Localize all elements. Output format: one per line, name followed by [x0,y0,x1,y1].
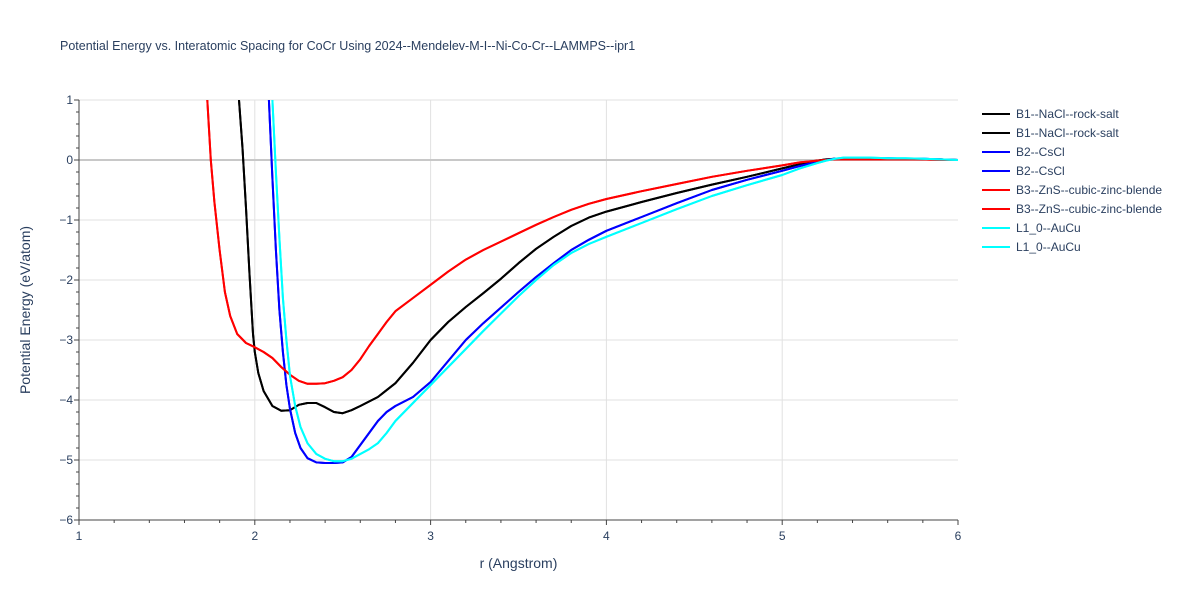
y-tick-label: 0 [66,153,73,167]
y-tick-label: −4 [59,393,73,407]
grid-layer [79,99,958,520]
y-tick-label: −5 [59,453,73,467]
legend-item[interactable]: B1--NaCl--rock-salt [982,126,1119,140]
legend-label: B1--NaCl--rock-salt [1016,126,1119,140]
legend-item[interactable]: B2--CsCl [982,164,1065,178]
x-tick-label: 6 [955,529,962,543]
series-line-8 [271,100,958,463]
legend-label: L1_0--AuCu [1016,240,1081,254]
legend-label: B3--ZnS--cubic-zinc-blende [1016,183,1162,197]
legend-label: B2--CsCl [1016,164,1065,178]
y-tick-label: 1 [66,93,73,107]
chart-title: Potential Energy vs. Interatomic Spacing… [60,39,635,53]
ticks-layer: 1 2 3 4 5 6 −6 −5 −4 −3 −2 −1 0 1 [59,93,961,543]
y-axis-title: Potential Energy (eV/atom) [17,226,33,394]
y-tick-label: −1 [59,213,73,227]
legend: B1--NaCl--rock-salt B1--NaCl--rock-salt B2… [982,107,1162,254]
x-tick-label: 4 [603,529,610,543]
y-tick-label: −2 [59,273,73,287]
series-layer [206,100,958,464]
legend-label: B3--ZnS--cubic-zinc-blende [1016,202,1162,216]
legend-item[interactable]: L1_0--AuCu [982,221,1081,235]
legend-label: B1--NaCl--rock-salt [1016,107,1119,121]
legend-item[interactable]: B2--CsCl [982,145,1065,159]
plot-background [79,100,958,520]
legend-item[interactable]: B3--ZnS--cubic-zinc-blende [982,183,1162,197]
legend-label: L1_0--AuCu [1016,221,1081,235]
legend-item[interactable]: B3--ZnS--cubic-zinc-blende [982,202,1162,216]
y-tick-label: −3 [59,333,73,347]
legend-item[interactable]: L1_0--AuCu [982,240,1081,254]
legend-label: B2--CsCl [1016,145,1065,159]
axes-layer [74,99,959,525]
y-tick-label: −6 [59,513,73,527]
legend-item[interactable]: B1--NaCl--rock-salt [982,107,1119,121]
x-tick-label: 1 [76,529,83,543]
x-tick-label: 3 [427,529,434,543]
x-tick-label: 5 [779,529,786,543]
series-line-6 [206,100,958,385]
x-tick-label: 2 [251,529,258,543]
x-axis-title: r (Angstrom) [480,555,558,571]
